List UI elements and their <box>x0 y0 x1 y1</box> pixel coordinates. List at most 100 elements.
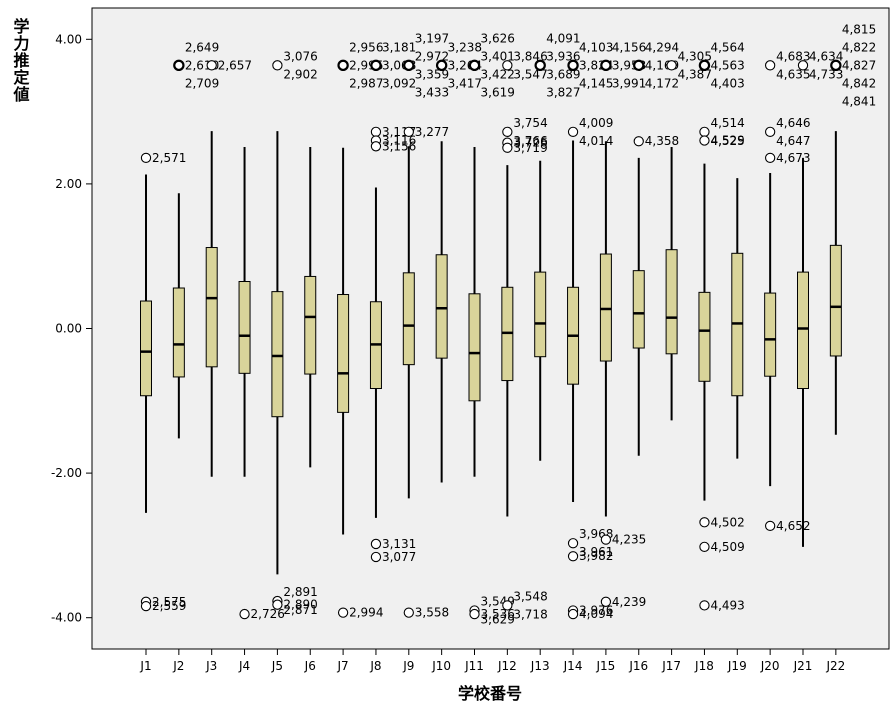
x-tick-label-j18: J18 <box>694 659 714 673</box>
outlier-label: 4,635 <box>776 67 810 81</box>
outlier-label: 3,181 <box>382 40 416 54</box>
x-tick-label-j9: J9 <box>402 659 414 673</box>
outlier-label: 4,841 <box>842 94 876 108</box>
outlier-label: 3,536 <box>481 607 515 621</box>
outlier-point <box>567 538 579 549</box>
outlier-label: 3,719 <box>513 141 547 155</box>
outlier-label: 2,890 <box>283 598 317 612</box>
x-tick-label-j4: J4 <box>238 659 250 673</box>
outlier-label: 2,649 <box>185 40 219 54</box>
outlier-point <box>633 59 645 72</box>
outlier-point <box>435 59 448 72</box>
y-axis: 4.00 2.00 0.00 -2.00 -4.00 <box>51 32 92 625</box>
outlier-point <box>699 135 710 146</box>
outlier-label: 4,646 <box>776 116 810 130</box>
outlier-point <box>534 59 546 72</box>
y-tick-label: 2.00 <box>55 177 82 191</box>
box-j9 <box>402 272 415 366</box>
outlier-label: 4,529 <box>710 134 744 148</box>
x-tick-label-j14: J14 <box>563 659 583 673</box>
outlier-label: 2,559 <box>152 599 186 613</box>
outlier-label: 4,683 <box>776 49 810 63</box>
outlier-label: 4,842 <box>842 76 876 90</box>
outlier-label: 2,571 <box>152 151 186 165</box>
plot-area <box>91 7 890 650</box>
outlier-point <box>370 126 382 137</box>
outlier-label: 2,871 <box>283 603 317 617</box>
outlier-label: 4,525 <box>710 134 744 148</box>
outlier-label: 2,987 <box>349 76 383 90</box>
outlier-label: 3,077 <box>382 550 416 564</box>
outlier-point <box>469 608 480 620</box>
outlier-point <box>140 600 152 612</box>
outlier-label: 3,422 <box>481 67 515 81</box>
outlier-label: 4,509 <box>710 540 744 554</box>
outlier-label: 4,673 <box>776 151 810 165</box>
outlier-label: 3,076 <box>283 49 317 63</box>
outlier-point <box>666 60 677 71</box>
outlier-point <box>567 608 579 620</box>
outlier-point <box>765 152 776 164</box>
outlier-point <box>699 517 710 528</box>
box-j17 <box>665 249 678 355</box>
outlier-point <box>140 152 152 164</box>
x-tick-label-j11: J11 <box>464 659 484 673</box>
x-tick-label-j1: J1 <box>139 659 151 673</box>
outlier-label: 3,433 <box>415 85 449 99</box>
outlier-point <box>830 59 842 72</box>
outlier-point <box>272 60 283 71</box>
x-tick-label-j19: J19 <box>727 659 747 673</box>
outlier-label: 3,156 <box>382 139 416 153</box>
outlier-point <box>633 136 644 147</box>
outlier-label: 4,172 <box>645 76 679 90</box>
x-tick-label-j2: J2 <box>172 659 184 673</box>
box-j16 <box>632 270 645 349</box>
outlier-label: 4,239 <box>612 595 646 609</box>
outlier-point <box>765 60 776 71</box>
outlier-label: 2,891 <box>283 585 317 599</box>
x-tick-label-j22: J22 <box>825 659 845 673</box>
outlier-point <box>337 59 349 72</box>
outlier-point <box>502 60 513 71</box>
outlier-label: 4,647 <box>776 134 810 148</box>
outlier-label: 4,652 <box>776 519 810 533</box>
outlier-label: 4,502 <box>710 515 744 529</box>
box-j3 <box>205 247 218 368</box>
boxes-layer <box>140 131 842 575</box>
outlier-label: 3,238 <box>448 40 482 54</box>
outlier-label: 3,417 <box>448 76 482 90</box>
outlier-point <box>699 126 710 137</box>
outlier-label: 3,131 <box>382 537 416 551</box>
outlier-label: 2,994 <box>349 606 383 620</box>
outlier-point <box>502 142 513 153</box>
x-tick-label-j15: J15 <box>595 659 615 673</box>
x-tick-label-j13: J13 <box>530 659 550 673</box>
box-j2 <box>172 287 185 378</box>
outlier-label: 3,626 <box>481 31 515 45</box>
x-tick-label-j6: J6 <box>304 659 316 673</box>
outlier-point <box>239 608 250 620</box>
outlier-label: 2,726 <box>251 607 285 621</box>
x-tick-label-j8: J8 <box>369 659 381 673</box>
outlier-label: 3,754 <box>513 116 547 130</box>
outlier-label: 3,619 <box>481 85 515 99</box>
y-tick-label: 0.00 <box>55 322 82 336</box>
x-tick-label-j3: J3 <box>205 659 217 673</box>
outlier-label: 3,766 <box>513 134 547 148</box>
x-tick-label-j7: J7 <box>337 659 349 673</box>
box-j4 <box>238 281 251 374</box>
y-axis-title: 学力推定値 <box>11 17 31 103</box>
box-j10 <box>435 254 448 359</box>
outlier-label: 4,514 <box>710 116 744 130</box>
outlier-point <box>370 141 382 152</box>
outlier-point <box>567 59 579 72</box>
outlier-point <box>370 59 382 72</box>
box-j5 <box>271 291 284 418</box>
x-tick-label-j20: J20 <box>760 659 780 673</box>
box-j18 <box>698 291 711 382</box>
outlier-label: 2,956 <box>349 40 383 54</box>
outlier-label: 4,145 <box>579 76 613 90</box>
outlier-point <box>403 607 414 618</box>
outlier-label: 4,564 <box>710 40 744 54</box>
